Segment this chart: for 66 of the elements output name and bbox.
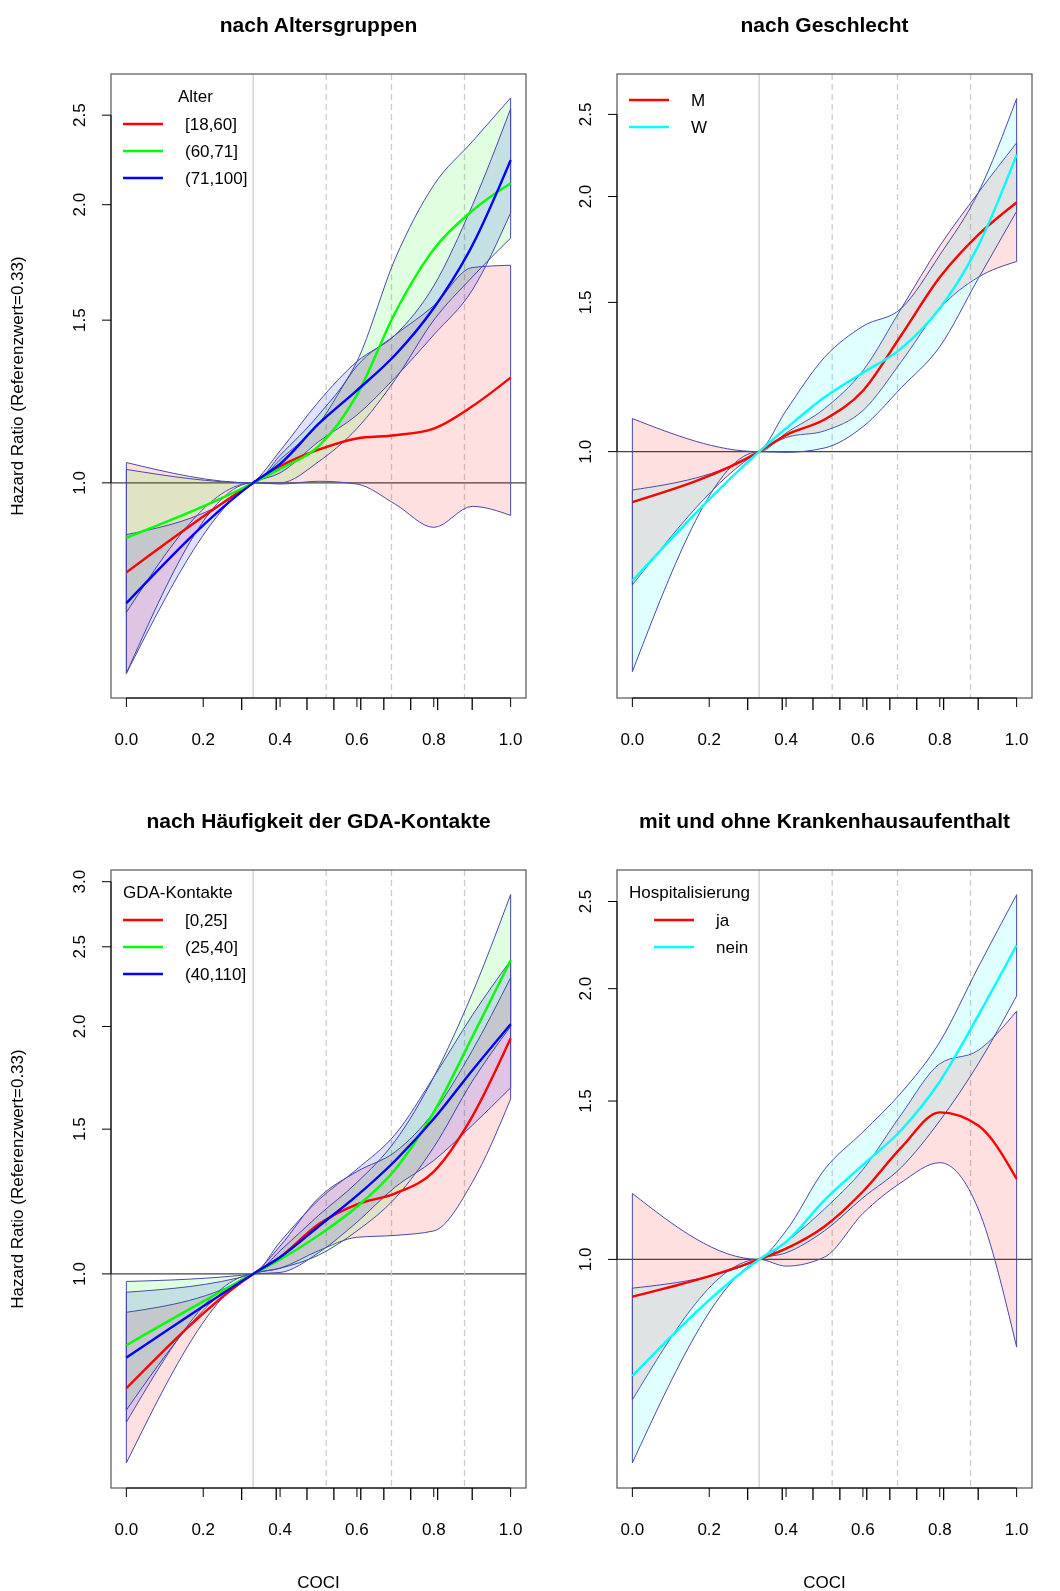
y-tick-label: 2.5 (576, 889, 595, 914)
y-tick-label: 1.0 (576, 1247, 595, 1272)
x-tick-label: 0.6 (851, 730, 875, 749)
chart-title: nach Häufigkeit der GDA-Kontakte (146, 809, 491, 832)
legend-label: [0,25] (185, 911, 228, 930)
legend-label: (40,110] (185, 965, 247, 984)
line-series (125, 376, 512, 574)
x-tick-label: 0.6 (851, 1520, 875, 1539)
legend-title: Alter (178, 87, 214, 106)
x-tick-label: 0.2 (697, 730, 722, 749)
x-tick-label: 0.0 (620, 730, 645, 749)
line-series (631, 201, 1018, 504)
x-tick-label: 0.8 (927, 1520, 952, 1539)
y-tick-label: 1.0 (70, 471, 89, 495)
legend-label: (71,100] (185, 169, 248, 188)
y-tick-label: 1.5 (576, 290, 595, 315)
x-tick-label: 0.4 (774, 730, 798, 749)
x-tick-label: 0.0 (114, 1520, 139, 1539)
legend-title: GDA-Kontakte (123, 883, 233, 902)
y-tick-label: 2.5 (576, 102, 595, 127)
legend-title: Hospitalisierung (629, 883, 750, 902)
x-tick-label: 0.8 (421, 730, 446, 749)
legend-label: (25,40] (185, 938, 238, 957)
x-axis-title: COCI (803, 1573, 846, 1591)
y-tick-label: 2.5 (70, 934, 89, 959)
x-tick-label: 0.0 (114, 730, 139, 749)
x-tick-label: 0.2 (191, 1520, 216, 1539)
y-axis-title: Hazard Ratio (Referenzwert=0.33) (8, 1049, 27, 1309)
legend-label: M (691, 91, 706, 110)
x-tick-label: 0.0 (620, 1520, 645, 1539)
x-tick-label: 0.2 (697, 1520, 722, 1539)
chart-title: nach Geschlecht (740, 13, 909, 36)
x-tick-label: 0.8 (421, 1520, 446, 1539)
line-series (631, 1111, 1018, 1298)
x-tick-label: 0.4 (268, 1520, 292, 1539)
chart-title: nach Altersgruppen (219, 13, 418, 36)
y-tick-label: 1.5 (70, 308, 89, 332)
x-tick-label: 0.6 (345, 1520, 369, 1539)
x-tick-label: 0.6 (345, 730, 369, 749)
line-series (125, 959, 512, 1347)
chart-title: mit und ohne Krankenhausaufenthalt (638, 809, 1011, 832)
legend-label: nein (716, 938, 749, 957)
y-tick-label: 2.0 (70, 1014, 89, 1039)
x-tick-label: 1.0 (1004, 1520, 1029, 1539)
y-tick-label: 3.0 (70, 869, 89, 894)
x-tick-label: 1.0 (498, 1520, 523, 1539)
x-tick-label: 1.0 (498, 730, 523, 749)
legend-label: (60,71] (185, 142, 238, 161)
x-tick-label: 0.4 (268, 730, 292, 749)
legend-label: ja (715, 911, 730, 930)
x-tick-label: 1.0 (1004, 730, 1029, 749)
y-tick-label: 1.5 (576, 1089, 595, 1113)
y-tick-label: 2.0 (70, 192, 89, 217)
y-axis-title: Hazard Ratio (Referenzwert=0.33) (8, 256, 27, 516)
x-axis-title: COCI (297, 1573, 340, 1591)
legend-label: W (691, 118, 708, 137)
x-tick-label: 0.8 (927, 730, 952, 749)
y-tick-label: 1.0 (576, 439, 595, 464)
y-tick-label: 1.0 (70, 1262, 89, 1286)
legend-label: [18,60] (185, 115, 237, 134)
y-tick-label: 2.0 (576, 184, 595, 209)
y-tick-label: 2.0 (576, 976, 595, 1001)
y-tick-label: 2.5 (70, 103, 89, 127)
x-tick-label: 0.2 (191, 730, 216, 749)
x-tick-label: 0.4 (774, 1520, 798, 1539)
y-tick-label: 1.5 (70, 1117, 89, 1141)
